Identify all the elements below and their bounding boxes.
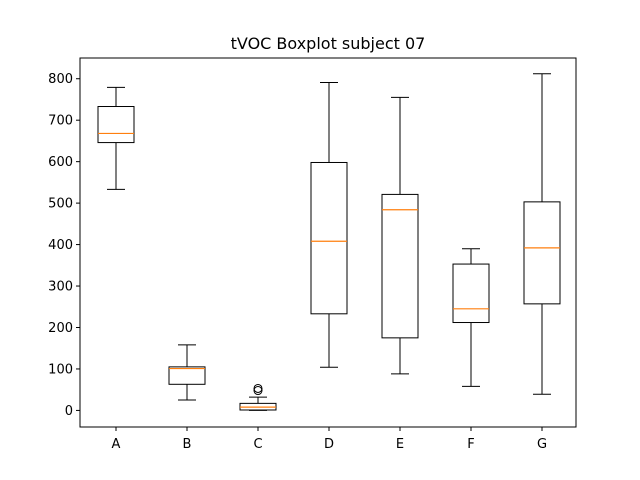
y-tick-label: 700 xyxy=(48,114,73,129)
y-tick-label: 0 xyxy=(65,404,73,419)
x-tick-label: G xyxy=(537,437,547,452)
box-iqr xyxy=(381,193,419,339)
box-iqr xyxy=(310,161,348,315)
box-iqr xyxy=(452,263,490,324)
x-tick-label: D xyxy=(324,437,334,452)
box-iqr xyxy=(97,106,135,144)
plot-area: 0 100 200 300 400 500 600 700 800 A B C D E F G xyxy=(48,72,561,452)
y-tick-label: 200 xyxy=(48,321,73,336)
flier-point xyxy=(253,386,263,396)
x-tick-label: F xyxy=(467,437,474,452)
x-tick-label: B xyxy=(183,437,192,452)
y-tick-label: 500 xyxy=(48,197,73,212)
x-tick-label: A xyxy=(112,437,121,452)
x-tick-label: E xyxy=(396,437,404,452)
flier-point xyxy=(253,383,263,393)
y-tick-label: 300 xyxy=(48,280,73,295)
y-tick-label: 600 xyxy=(48,155,73,170)
box-iqr xyxy=(168,366,206,385)
chart-title: tVOC Boxplot subject 07 xyxy=(231,34,426,53)
box-iqr xyxy=(523,201,561,305)
y-tick-label: 400 xyxy=(48,238,73,253)
y-tick-label: 800 xyxy=(48,72,73,87)
plot-frame xyxy=(79,57,577,428)
x-tick-label: C xyxy=(253,437,262,452)
y-tick-label: 100 xyxy=(48,362,73,377)
